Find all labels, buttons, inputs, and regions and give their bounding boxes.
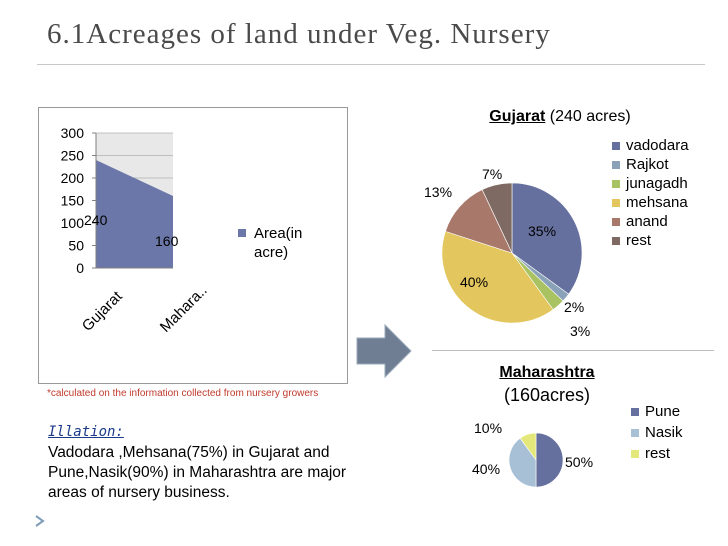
legend-label: Rajkot (626, 156, 669, 173)
data-label-gujarat: 240 (84, 212, 108, 228)
title-divider (37, 64, 705, 65)
y-tick-label: 50 (68, 238, 84, 254)
gujarat-legend-item: Rajkot (612, 156, 669, 173)
slide-title: 6.1Acreages of land under Veg. Nursery (47, 18, 551, 50)
legend-label: vadodara (626, 137, 689, 154)
legend-swatch (612, 236, 620, 245)
legend-swatch (612, 141, 620, 150)
legend-label: rest (626, 232, 652, 249)
gujarat-pct-label: 7% (482, 166, 502, 182)
maharashtra-legend-item: Pune (631, 403, 680, 420)
gujarat-pct-label: 3% (570, 323, 590, 339)
legend-label: Pune (645, 403, 681, 420)
y-tick-label: 0 (76, 260, 84, 276)
right-arrow-icon (356, 323, 412, 379)
gujarat-legend-item: anand (612, 213, 668, 230)
y-tick-label: 300 (61, 125, 85, 141)
maharashtra-pct-label: 50% (565, 454, 593, 470)
y-tick-label: 100 (61, 215, 85, 231)
legend-label: Nasik (645, 424, 683, 441)
legend-label: mehsana (626, 194, 688, 211)
gujarat-title-rest: (240 acres) (545, 108, 631, 125)
gujarat-slice-anand (445, 189, 513, 254)
gujarat-pie-chart: 35% 2% 3% 40% 13% 7% (424, 166, 590, 339)
gujarat-slice-rest (481, 182, 513, 254)
gujarat-pct-label: 40% (460, 274, 488, 290)
section-divider (432, 350, 714, 351)
gujarat-pct-label: 2% (564, 299, 584, 315)
maharashtra-slice-rest (519, 432, 537, 461)
area-chart: 0 50 100 150 200 250 300 240 160 Gujarat Mahara.. (61, 125, 211, 336)
maharashtra-pct-label: 40% (472, 461, 500, 477)
maharashtra-legend-item: rest (631, 445, 670, 462)
x-tick-label: Mahara.. (157, 282, 211, 336)
legend-label: rest (645, 445, 671, 462)
illation-heading: Illation: (48, 424, 124, 440)
maharashtra-pie-title: Maharashtra (160acres) (458, 362, 636, 408)
gujarat-slice-mehsana (441, 230, 554, 324)
maharashtra-pct-label: 10% (474, 420, 502, 436)
area-series-fill (96, 160, 173, 268)
gujarat-legend-item: mehsana (612, 194, 688, 211)
area-legend-label: Area(in acre) (254, 225, 303, 261)
legend-swatch (612, 217, 620, 226)
gujarat-title-bold: Gujarat (489, 108, 546, 125)
gujarat-pie-title: Gujarat (240 acres) (460, 108, 660, 126)
legend-label: junagadh (626, 175, 688, 192)
maharashtra-title-rest: (160acres) (503, 385, 591, 405)
chevron-bullet-icon (35, 515, 45, 527)
maharashtra-title-bold: Maharashtra (499, 364, 595, 381)
legend-label: anand (626, 213, 668, 230)
maharashtra-slice-Pune (535, 432, 564, 488)
gujarat-pct-label: 35% (528, 223, 556, 239)
illation-text: Vadodara ,Mehsana(75%) in Gujarat and Pu… (48, 444, 347, 501)
gujarat-pct-label: 13% (424, 184, 452, 200)
maharashtra-slice-Nasik (508, 437, 537, 488)
gujarat-legend-item: junagadh (612, 175, 688, 192)
area-legend-swatch (238, 229, 246, 237)
legend-swatch (612, 160, 620, 169)
data-label-maharashtra: 160 (155, 233, 179, 249)
x-tick-label: Gujarat (79, 287, 126, 334)
y-tick-label: 250 (61, 148, 85, 164)
gujarat-legend-item: rest (612, 232, 651, 249)
maharashtra-legend-item: Nasik (631, 424, 683, 441)
legend-swatch (631, 428, 639, 437)
gujarat-legend-item: vadodara (612, 137, 689, 154)
legend-swatch (631, 407, 639, 416)
legend-swatch (612, 179, 620, 188)
legend-swatch (631, 449, 639, 458)
gujarat-slice-vadodara (511, 182, 583, 295)
area-legend: Area(in acre) (238, 224, 324, 262)
y-tick-label: 200 (61, 170, 85, 186)
data-source-note: *calculated on the information collected… (47, 388, 319, 399)
legend-swatch (612, 198, 620, 207)
area-chart-frame (38, 107, 348, 384)
y-tick-label: 150 (61, 193, 85, 209)
maharashtra-pie-chart: 50% 40% 10% (472, 420, 593, 488)
